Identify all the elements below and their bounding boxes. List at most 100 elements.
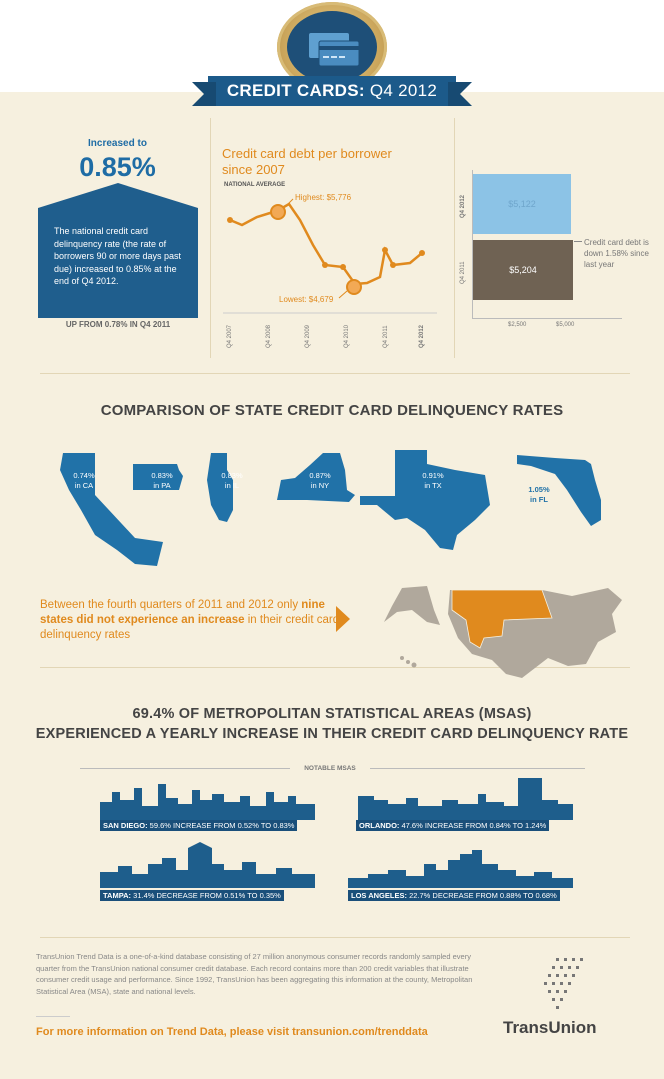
new-york-shape bbox=[277, 453, 355, 502]
data-point bbox=[390, 262, 396, 268]
state-pa: 0.83% in PA bbox=[142, 471, 182, 491]
x-tick: Q4 2007 bbox=[227, 324, 233, 348]
arrow-right-icon bbox=[336, 606, 350, 632]
delinquency-description: The national credit card delinquency rat… bbox=[54, 226, 182, 286]
bar-q4-2011: $5,204 bbox=[473, 240, 573, 300]
hawaii-shape bbox=[411, 662, 417, 668]
x-tick: $2,500 bbox=[508, 322, 527, 328]
state-rate: 1.05% bbox=[528, 485, 550, 494]
state-tx: 0.91% in TX bbox=[413, 471, 453, 491]
between-bold: nine states did not experience an increa… bbox=[40, 599, 325, 626]
transunion-brand: TransUnion bbox=[503, 1018, 597, 1037]
msa-detail: 47.6% INCREASE FROM 0.84% TO 1.24% bbox=[399, 821, 547, 830]
y-axis bbox=[472, 170, 473, 318]
lowest-leader bbox=[338, 290, 348, 299]
msa-detail: 59.6% INCREASE FROM 0.52% TO 0.83% bbox=[147, 821, 295, 830]
footer-description: TransUnion Trend Data is a one-of-a-kind… bbox=[36, 952, 473, 996]
increased-to-label: Increased to bbox=[88, 138, 147, 149]
divider bbox=[40, 667, 630, 668]
between-pre: Between the fourth quarters of 2011 and … bbox=[40, 599, 302, 611]
trend-data-link[interactable]: For more information on Trend Data, plea… bbox=[36, 1026, 428, 1038]
state-fl: 1.05% in FL bbox=[519, 485, 559, 505]
highest-leader bbox=[284, 198, 294, 208]
san-diego-skyline bbox=[100, 784, 315, 820]
msa-tampa: TAMPA: 31.4% DECREASE FROM 0.51% TO 0.35… bbox=[100, 890, 284, 901]
note-leader bbox=[574, 241, 582, 242]
x-tick: Q4 2008 bbox=[266, 324, 272, 348]
msa-orlando: ORLANDO: 47.6% INCREASE FROM 0.84% TO 1.… bbox=[356, 820, 550, 831]
hawaii-shape bbox=[406, 660, 410, 664]
state-ca: 0.74% in CA bbox=[64, 471, 104, 491]
credit-card-medal bbox=[277, 2, 387, 92]
orlando-skyline bbox=[358, 778, 573, 820]
divider bbox=[40, 937, 630, 938]
state-rate: 0.83% bbox=[221, 471, 243, 480]
divider bbox=[210, 118, 211, 358]
x-tick: Q4 2010 bbox=[344, 324, 350, 348]
x-tick: Q4 2009 bbox=[305, 324, 311, 348]
texas-shape bbox=[360, 450, 490, 550]
state-il: 0.83% in IL bbox=[212, 471, 252, 491]
hawaii-shape bbox=[400, 656, 404, 660]
data-point bbox=[227, 217, 233, 223]
title-bold: CREDIT CARDS: bbox=[226, 81, 365, 100]
data-point bbox=[322, 262, 328, 268]
delinquency-rate: 0.85% bbox=[79, 152, 156, 182]
msa-san-diego: SAN DIEGO: 59.6% INCREASE FROM 0.52% TO … bbox=[100, 820, 298, 831]
florida-shape bbox=[517, 455, 601, 526]
bar-value: $5,204 bbox=[509, 265, 537, 275]
up-from-label: UP FROM 0.78% IN Q4 2011 bbox=[65, 320, 171, 329]
alaska-shape bbox=[384, 586, 440, 625]
highest-point bbox=[270, 204, 286, 220]
footer-rule bbox=[36, 1016, 70, 1017]
illinois-shape bbox=[207, 453, 233, 522]
state-name: in CA bbox=[74, 481, 94, 490]
bar-q4-2012: $5,122 bbox=[473, 174, 571, 234]
x-tick: $5,000 bbox=[556, 322, 575, 328]
msa-name: TAMPA: bbox=[103, 891, 132, 900]
data-point bbox=[419, 250, 425, 256]
x-tick: Q4 2011 bbox=[383, 325, 389, 348]
state-name: in NY bbox=[310, 481, 330, 490]
data-point bbox=[340, 264, 346, 270]
us-map bbox=[384, 586, 622, 678]
state-ny: 0.87% in NY bbox=[300, 471, 340, 491]
los-angeles-skyline bbox=[348, 850, 573, 888]
divider bbox=[454, 118, 455, 358]
msa-name: SAN DIEGO: bbox=[103, 821, 148, 830]
debt-series-line bbox=[229, 202, 423, 286]
msa-detail: 22.7% DECREASE FROM 0.88% TO 0.68% bbox=[406, 891, 557, 900]
msa-name: LOS ANGELES: bbox=[351, 891, 407, 900]
state-rate: 0.74% bbox=[73, 471, 95, 480]
msa-heading-line1: 69.4% OF METROPOLITAN STATISTICAL AREAS … bbox=[132, 706, 532, 722]
x-axis bbox=[472, 318, 622, 319]
tampa-skyline bbox=[100, 842, 315, 888]
notable-msas-label: NOTABLE MSAS bbox=[290, 765, 370, 772]
description-box bbox=[38, 183, 198, 318]
msa-name: ORLANDO: bbox=[359, 821, 400, 830]
msa-los-angeles: LOS ANGELES: 22.7% DECREASE FROM 0.88% T… bbox=[348, 890, 560, 901]
highest-label: Highest: $5,776 bbox=[295, 193, 352, 202]
msa-detail: 31.4% DECREASE FROM 0.51% TO 0.35% bbox=[131, 891, 281, 900]
transunion-logo-icon bbox=[544, 958, 583, 1009]
y-label: Q4 2011 bbox=[460, 261, 466, 284]
state-shapes bbox=[60, 450, 601, 566]
lowest-point bbox=[346, 279, 362, 295]
divider bbox=[40, 373, 630, 374]
california-shape bbox=[60, 453, 163, 566]
between-post: in their credit card delinquency rates bbox=[40, 614, 340, 641]
credit-cards-icon bbox=[309, 33, 360, 67]
debt-line-chart bbox=[223, 198, 437, 314]
state-name: in FL bbox=[530, 495, 548, 504]
nine-states-text: Between the fourth quarters of 2011 and … bbox=[40, 598, 340, 643]
state-rate: 0.87% bbox=[309, 471, 331, 480]
no-increase-states bbox=[451, 589, 553, 649]
title-quarter: Q4 2012 bbox=[369, 81, 438, 100]
title-ribbon: CREDIT CARDS: Q4 2012 bbox=[192, 76, 472, 106]
bar-value: $5,122 bbox=[508, 199, 536, 209]
data-point bbox=[382, 247, 388, 253]
state-name: in IL bbox=[224, 481, 240, 490]
states-heading: COMPARISON OF STATE CREDIT CARD DELINQUE… bbox=[100, 402, 564, 419]
y-label: Q4 2012 bbox=[460, 194, 466, 218]
national-average-label: NATIONAL AVERAGE bbox=[224, 182, 286, 188]
